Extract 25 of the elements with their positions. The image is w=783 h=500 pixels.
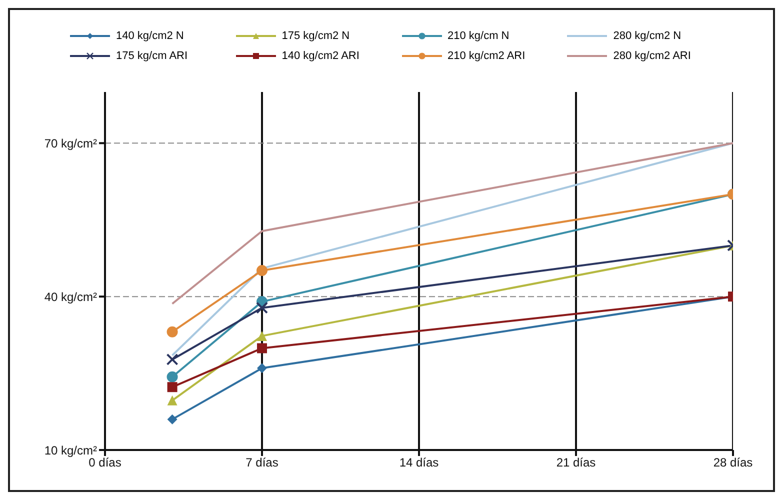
point: [166, 326, 178, 338]
legend-label: 140 kg/cm2 N: [116, 30, 184, 42]
point: [167, 395, 178, 406]
y-tick-label: 70 kg/cm²: [44, 136, 97, 150]
legend-label: 175 kg/cm2 N: [282, 30, 350, 42]
x-tick-label: 21 días: [556, 456, 596, 470]
point: [166, 371, 178, 382]
point: [257, 330, 267, 341]
point: [167, 414, 178, 424]
point: [257, 343, 267, 354]
x-tick-label: 0 días: [88, 456, 122, 470]
point: [257, 363, 267, 374]
x-tick-label: 14 días: [399, 456, 439, 470]
y-tick-label: 40 kg/cm²: [44, 290, 97, 304]
point: [167, 382, 178, 392]
point: [256, 264, 268, 276]
legend-label: 210 kg/cm N: [448, 30, 510, 42]
legend-label: 280 kg/cm2 ARI: [613, 50, 691, 62]
legend-label: 175 kg/cm ARI: [116, 50, 188, 62]
x-tick-label: 28 días: [713, 456, 753, 470]
legend-label: 280 kg/cm2 N: [613, 30, 682, 42]
legend-label: 210 kg/cm2 ARI: [448, 50, 526, 62]
legend-label: 140 kg/cm2 ARI: [282, 50, 360, 62]
y-tick-label: 10 kg/cm²: [44, 443, 97, 458]
x-tick-label: 7 días: [246, 456, 278, 470]
